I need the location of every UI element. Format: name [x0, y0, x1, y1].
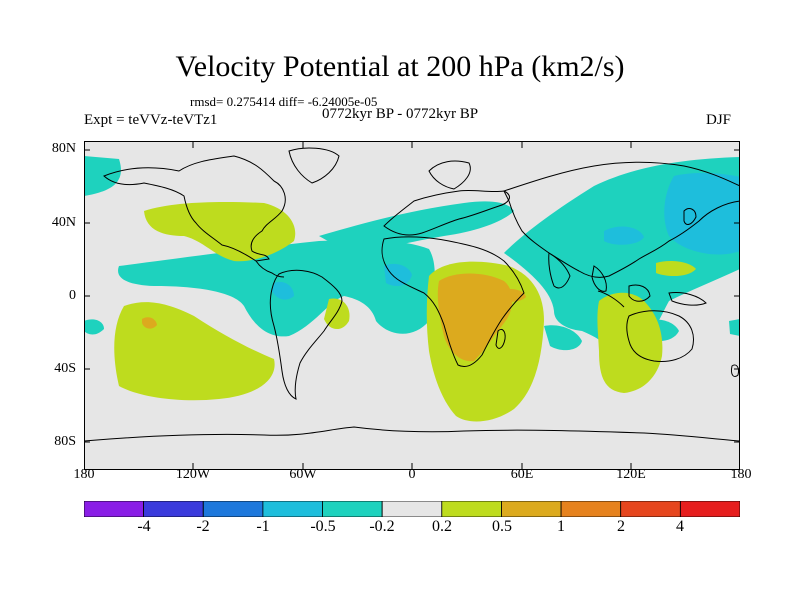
contour-negative-china-core — [604, 226, 644, 245]
contour-negative-south-america-core — [272, 281, 294, 300]
lon-label-120e: 120E — [616, 467, 646, 482]
colorbar-box-2 — [143, 501, 204, 517]
coastline-europe — [383, 189, 510, 236]
colorbar-box-11 — [680, 501, 740, 517]
contour-negative-asia-core — [664, 173, 740, 255]
contour-negative-dateline — [84, 319, 104, 335]
lon-label-180w: 180 — [73, 467, 95, 482]
coastlines — [84, 147, 740, 442]
colorbar-box-9 — [560, 501, 622, 517]
colorbar-box-4 — [262, 501, 323, 517]
coastline-new-guinea — [668, 292, 707, 306]
lat-label-40s: 40S — [54, 361, 76, 376]
colorbar-label-1: -4 — [137, 518, 151, 535]
colorbar-box-6 — [381, 501, 443, 517]
coastline-borneo — [628, 284, 651, 302]
contour-positive-northwest-pacific — [656, 261, 696, 277]
coastline-africa — [381, 236, 525, 368]
coastline-antarctica — [84, 426, 740, 442]
lon-label-60w: 60W — [289, 467, 317, 482]
contour-positive-north-america — [144, 201, 296, 262]
contour-negative-east-edge — [729, 319, 740, 336]
map-title: Velocity Potential at 200 hPa (km2/s) — [175, 50, 625, 83]
contour-negative-west-pacific — [84, 156, 121, 196]
colorbar-box-10 — [620, 501, 681, 517]
coastline-south-america — [269, 269, 343, 400]
colorbar — [84, 501, 740, 517]
colorbar-box-8 — [501, 501, 562, 517]
colorbar-box-1 — [84, 501, 144, 517]
lon-label-180e: 180 — [730, 467, 752, 482]
colorbar-box-7 — [441, 501, 502, 517]
colorbar-label-6: 0.2 — [432, 518, 452, 535]
colorbar-label-9: 2 — [617, 518, 625, 535]
lat-label-80s: 80S — [54, 434, 76, 449]
velocity-potential-map — [84, 141, 740, 470]
colorbar-box-3 — [202, 501, 264, 517]
experiment-label: Expt = teVVz-teVTz1 — [84, 112, 218, 128]
lat-label-80n: 80N — [51, 141, 76, 156]
colorbar-label-5: -0.2 — [369, 518, 395, 535]
coastline-greenland — [288, 147, 340, 184]
coastline-india — [548, 252, 571, 289]
coastline-japan — [683, 208, 697, 225]
lon-label-0: 0 — [408, 467, 416, 482]
contour-positive-pacific-core — [142, 317, 157, 329]
colorbar-label-2: -2 — [196, 518, 210, 535]
axis-ticks — [84, 141, 740, 470]
contour-positive-africa-core — [437, 273, 513, 362]
coastline-indochina — [591, 265, 607, 292]
colorbar-label-4: -0.5 — [310, 518, 336, 535]
contour-negative-atlantic-core — [384, 263, 412, 287]
stats-label: rmsd= 0.275414 diff= -6.24005e-05 — [190, 94, 378, 109]
coastline-sumatra — [597, 290, 625, 308]
colorbar-label-8: 1 — [557, 518, 565, 535]
coastline-scandinavia — [428, 160, 471, 190]
contour-negative-indian-ocean — [544, 325, 582, 351]
coastline-australia — [626, 310, 694, 362]
season-label: DJF — [706, 112, 732, 128]
coastline-new-zealand — [731, 364, 739, 378]
colorbar-label-3: -1 — [256, 518, 270, 535]
coastline-madagascar — [495, 328, 506, 349]
lat-label-eq: 0 — [69, 288, 76, 303]
coastline-north-america — [103, 155, 286, 262]
lon-label-120w: 120W — [175, 467, 211, 482]
colorbar-label-7: 0.5 — [492, 518, 512, 535]
coastline-asia — [503, 161, 740, 278]
lat-label-40n: 40N — [51, 215, 76, 230]
coastline-central-america — [255, 260, 285, 278]
colorbar-label-10: 4 — [676, 518, 684, 535]
period-label: 0772kyr BP - 0772kyr BP — [322, 106, 479, 122]
lon-label-60e: 60E — [510, 467, 534, 482]
colorbar-box-5 — [322, 501, 383, 517]
